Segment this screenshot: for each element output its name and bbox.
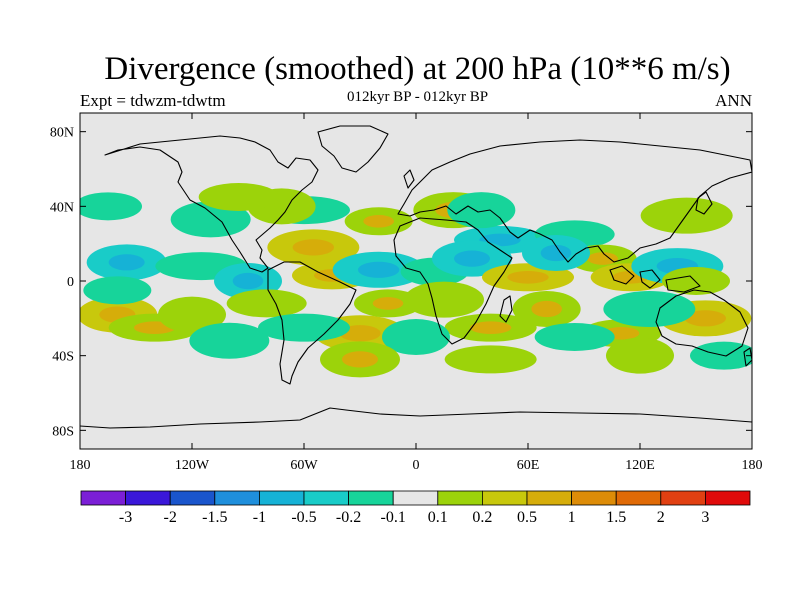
anomaly-42 — [690, 341, 752, 370]
colorbar-box-3 — [214, 490, 260, 506]
colorbar-label-1: -2 — [164, 509, 177, 526]
coastline-eurasia — [397, 139, 752, 263]
coastline-new-zealand — [743, 347, 752, 367]
anomaly-9 — [447, 192, 516, 229]
x-tick-label-4: 60E — [517, 458, 540, 473]
colorbar-box-7 — [392, 490, 439, 506]
y-tick-label-2: 0 — [67, 275, 74, 290]
colorbar-label-11: 1.5 — [606, 509, 626, 526]
coastlines — [80, 125, 752, 429]
colorbar-label-6: -0.1 — [381, 509, 406, 526]
anomaly-27 — [158, 296, 226, 333]
coastline-australia — [655, 289, 749, 357]
coastline-uk — [403, 169, 415, 189]
colorbar-box-12 — [615, 490, 662, 506]
map-area — [80, 113, 752, 449]
colorbar-box-13 — [660, 490, 706, 506]
anomaly-39 — [382, 319, 450, 355]
coastline-north-america — [104, 135, 319, 273]
colorbar-box-5 — [303, 490, 349, 506]
colorbar-box-9 — [481, 490, 528, 506]
anomaly-13 — [86, 244, 167, 281]
coastline-south-america — [267, 261, 357, 385]
y-tick-label-3: 40S — [52, 350, 74, 365]
coastline-africa — [393, 217, 513, 345]
coastline-japan — [695, 191, 713, 215]
colorbar-label-8: 0.2 — [472, 509, 492, 526]
anomaly-37 — [189, 322, 270, 359]
colorbar-box-10 — [526, 490, 572, 506]
anomaly-0 — [80, 192, 142, 221]
colorbar-label-2: -1.5 — [202, 509, 227, 526]
colorbar-label-0: -3 — [119, 509, 132, 526]
x-tick-label-3: 0 — [413, 458, 420, 473]
y-tick-label-4: 80S — [52, 424, 74, 439]
experiment-label: Expt = tdwzm-tdwtm — [80, 91, 226, 110]
anomaly-4 — [198, 183, 279, 211]
colorbar-box-11 — [571, 490, 617, 506]
anomaly-31 — [404, 281, 484, 318]
colorbar-box-6 — [348, 490, 394, 506]
anomaly-43 — [320, 341, 400, 378]
coastline-greenland — [317, 125, 389, 173]
colorbar-box-2 — [169, 490, 216, 506]
season-label: ANN — [715, 91, 752, 110]
anomaly-11 — [640, 197, 733, 234]
colorbar-box-1 — [125, 490, 171, 506]
x-tick-label-2: 60W — [290, 458, 318, 473]
colorbar-box-14 — [705, 490, 751, 506]
colorbar-label-4: -0.5 — [291, 509, 316, 526]
map-axes: 180 120W 60W 0 60E 120E 180 80N 40N 0 40S 80S — [50, 113, 763, 473]
x-tick-label-5: 120E — [625, 458, 655, 473]
colorbar-label-9: 0.5 — [517, 509, 537, 526]
colorbar-label-10: 1 — [568, 509, 576, 526]
x-tick-label-0: 180 — [70, 458, 91, 473]
x-tick-label-6: 180 — [742, 458, 763, 473]
coastline-maritime-continent — [609, 265, 701, 293]
colorbar-label-7: 0.1 — [428, 509, 448, 526]
plot-subtitle: 012kyr BP - 012kyr BP — [346, 89, 489, 105]
colorbar-label-13: 3 — [701, 509, 709, 526]
coastline-madagascar — [499, 295, 513, 323]
divergence-field — [80, 183, 752, 378]
anomaly-19 — [432, 240, 512, 277]
anomaly-33 — [512, 291, 581, 327]
anomaly-17 — [332, 251, 425, 288]
plot-title: Divergence (smoothed) at 200 hPa (10**6 … — [104, 51, 731, 87]
coastline-antarctica — [80, 407, 752, 429]
colorbar-label-3: -1 — [253, 509, 266, 526]
colorbar-label-12: 2 — [657, 509, 665, 526]
anomaly-45 — [606, 337, 674, 374]
colorbar-box-8 — [437, 490, 483, 506]
anomaly-32 — [444, 313, 537, 342]
y-tick-label-1: 40N — [50, 200, 74, 215]
anomaly-44 — [444, 345, 537, 374]
anomaly-24 — [662, 267, 730, 295]
colorbar: -3 -2 -1.5 -1 -0.5 -0.2 -0.1 0.1 0.2 0.5 1 1.5 2 3 — [80, 490, 751, 526]
anomaly-36 — [83, 276, 152, 305]
anomaly-28 — [226, 289, 307, 318]
anomaly-41 — [603, 291, 696, 327]
x-tick-label-1: 120W — [175, 458, 210, 473]
colorbar-box-0 — [80, 490, 126, 506]
anomaly-38 — [258, 313, 350, 342]
colorbar-label-5: -0.2 — [336, 509, 361, 526]
anomaly-5 — [267, 229, 360, 266]
colorbar-box-4 — [258, 490, 305, 506]
anomaly-40 — [534, 323, 615, 351]
anomaly-6 — [344, 207, 413, 236]
anomaly-21 — [522, 235, 590, 271]
y-tick-label-0: 80N — [50, 126, 74, 141]
